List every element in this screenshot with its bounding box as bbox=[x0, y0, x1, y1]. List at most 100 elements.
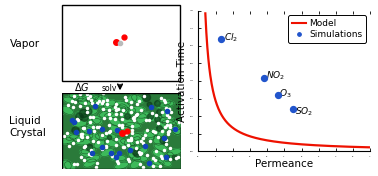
Polygon shape bbox=[121, 118, 134, 125]
Polygon shape bbox=[159, 108, 169, 118]
Polygon shape bbox=[132, 133, 143, 142]
Polygon shape bbox=[159, 117, 175, 123]
Polygon shape bbox=[119, 108, 129, 118]
X-axis label: Permeance: Permeance bbox=[256, 159, 313, 169]
Polygon shape bbox=[156, 104, 172, 110]
Text: $NO_{2}$: $NO_{2}$ bbox=[265, 69, 285, 82]
Polygon shape bbox=[121, 139, 135, 146]
Polygon shape bbox=[99, 110, 114, 117]
Polygon shape bbox=[132, 156, 148, 162]
Legend: Model, Simulations: Model, Simulations bbox=[288, 15, 366, 43]
Polygon shape bbox=[95, 134, 109, 141]
Polygon shape bbox=[101, 149, 114, 156]
Polygon shape bbox=[127, 94, 137, 104]
Polygon shape bbox=[104, 139, 118, 147]
Polygon shape bbox=[130, 137, 141, 146]
Polygon shape bbox=[74, 95, 90, 102]
Polygon shape bbox=[86, 119, 101, 125]
Text: Vapor: Vapor bbox=[9, 39, 40, 49]
Polygon shape bbox=[75, 139, 91, 145]
Polygon shape bbox=[85, 155, 100, 162]
Polygon shape bbox=[78, 96, 87, 106]
Polygon shape bbox=[110, 155, 126, 161]
Polygon shape bbox=[153, 135, 163, 145]
Polygon shape bbox=[64, 97, 78, 103]
Polygon shape bbox=[135, 147, 147, 156]
Polygon shape bbox=[147, 115, 162, 121]
Polygon shape bbox=[118, 104, 129, 114]
Polygon shape bbox=[103, 100, 115, 108]
Polygon shape bbox=[81, 147, 96, 154]
Polygon shape bbox=[84, 159, 96, 167]
Polygon shape bbox=[94, 139, 105, 148]
Polygon shape bbox=[77, 98, 91, 106]
Polygon shape bbox=[110, 125, 121, 134]
Polygon shape bbox=[83, 109, 98, 115]
Polygon shape bbox=[146, 129, 159, 137]
Polygon shape bbox=[152, 150, 165, 158]
Polygon shape bbox=[76, 112, 90, 119]
Bar bbox=[62, 5, 180, 81]
Polygon shape bbox=[62, 160, 71, 170]
Point bbox=[274, 94, 280, 96]
Polygon shape bbox=[118, 138, 129, 147]
Polygon shape bbox=[136, 112, 151, 118]
Polygon shape bbox=[143, 131, 155, 140]
Polygon shape bbox=[120, 126, 133, 134]
Polygon shape bbox=[162, 119, 178, 125]
Polygon shape bbox=[130, 106, 145, 112]
Polygon shape bbox=[167, 149, 181, 156]
Polygon shape bbox=[69, 93, 83, 100]
Polygon shape bbox=[172, 125, 181, 135]
Polygon shape bbox=[159, 101, 174, 108]
Text: $SO_{2}$: $SO_{2}$ bbox=[295, 106, 313, 118]
Polygon shape bbox=[111, 106, 126, 112]
Polygon shape bbox=[130, 159, 141, 168]
Polygon shape bbox=[65, 162, 75, 171]
Polygon shape bbox=[156, 128, 166, 137]
Polygon shape bbox=[104, 112, 119, 118]
Polygon shape bbox=[150, 158, 164, 166]
Polygon shape bbox=[73, 120, 88, 127]
Polygon shape bbox=[90, 95, 102, 103]
Point bbox=[290, 108, 296, 111]
Polygon shape bbox=[125, 122, 141, 128]
Polygon shape bbox=[154, 143, 167, 151]
Polygon shape bbox=[156, 100, 171, 106]
Text: $O_{3}$: $O_{3}$ bbox=[279, 87, 292, 100]
Polygon shape bbox=[116, 126, 130, 133]
Polygon shape bbox=[124, 140, 135, 149]
Polygon shape bbox=[61, 106, 73, 115]
Polygon shape bbox=[129, 152, 141, 160]
Polygon shape bbox=[100, 106, 116, 112]
Polygon shape bbox=[109, 118, 121, 126]
Text: Liquid
Crystal: Liquid Crystal bbox=[9, 115, 46, 138]
Polygon shape bbox=[87, 93, 99, 102]
Polygon shape bbox=[92, 115, 102, 125]
Point bbox=[261, 77, 267, 80]
Polygon shape bbox=[132, 95, 144, 103]
Text: $\Delta G$: $\Delta G$ bbox=[74, 81, 90, 93]
Polygon shape bbox=[90, 131, 99, 141]
Polygon shape bbox=[166, 120, 177, 129]
Polygon shape bbox=[70, 135, 84, 142]
Polygon shape bbox=[158, 158, 171, 166]
Polygon shape bbox=[124, 108, 135, 117]
Polygon shape bbox=[81, 126, 94, 134]
Polygon shape bbox=[115, 162, 129, 169]
Polygon shape bbox=[95, 97, 104, 106]
Point bbox=[218, 37, 224, 40]
Polygon shape bbox=[170, 125, 181, 134]
Text: solv: solv bbox=[101, 84, 116, 93]
Polygon shape bbox=[130, 133, 143, 141]
Polygon shape bbox=[87, 123, 96, 133]
Text: $Cl_{2}$: $Cl_{2}$ bbox=[224, 31, 239, 44]
Polygon shape bbox=[164, 152, 174, 162]
Polygon shape bbox=[93, 95, 107, 101]
Polygon shape bbox=[80, 150, 93, 158]
Polygon shape bbox=[59, 138, 74, 144]
Polygon shape bbox=[115, 101, 130, 108]
Polygon shape bbox=[157, 123, 172, 129]
Polygon shape bbox=[82, 129, 93, 138]
Polygon shape bbox=[66, 132, 79, 140]
